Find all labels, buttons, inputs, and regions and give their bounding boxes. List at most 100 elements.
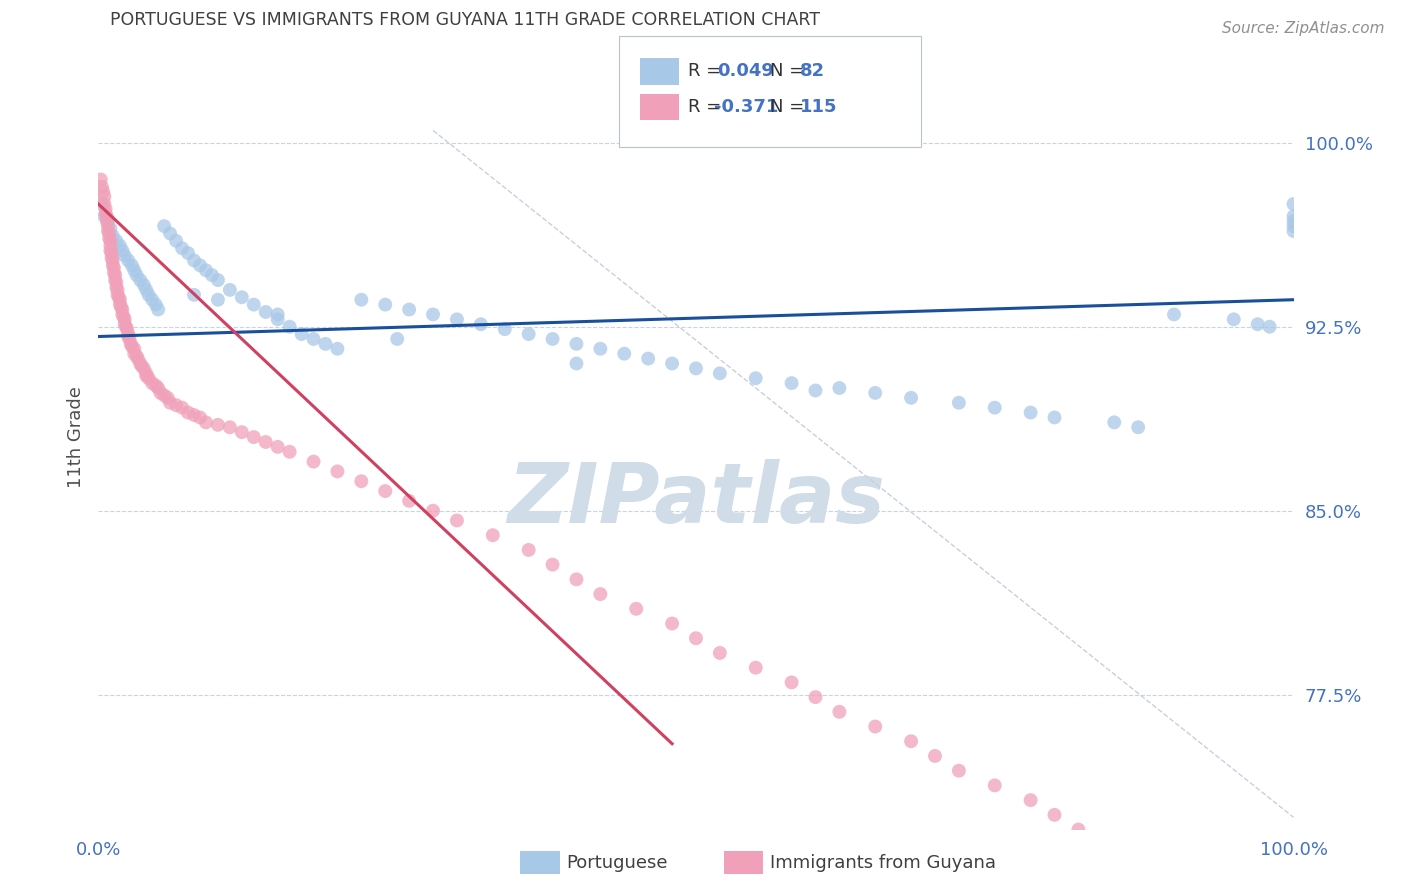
Point <box>117 329 139 343</box>
Point <box>103 266 125 280</box>
Point <box>138 371 160 385</box>
Point <box>135 283 157 297</box>
Point <box>589 342 612 356</box>
Point <box>165 398 187 412</box>
Point <box>124 263 146 277</box>
Point <box>107 283 129 297</box>
Point <box>1282 197 1305 211</box>
Point <box>135 366 157 380</box>
Point <box>118 332 141 346</box>
Point <box>104 273 127 287</box>
Point <box>243 430 266 444</box>
Point <box>124 342 146 356</box>
Point <box>93 197 115 211</box>
Point <box>107 290 129 304</box>
Point <box>177 246 200 260</box>
Point <box>350 293 373 307</box>
Point <box>780 675 803 690</box>
Point <box>1163 307 1185 321</box>
Point <box>97 219 120 233</box>
Point <box>125 268 148 282</box>
Point <box>302 454 325 468</box>
Point <box>278 444 301 458</box>
Point <box>93 189 115 203</box>
Point <box>141 376 163 390</box>
Text: R =: R = <box>688 98 727 116</box>
Point <box>1104 837 1126 851</box>
Point <box>105 280 128 294</box>
Point <box>108 239 131 253</box>
Point <box>267 307 290 321</box>
Point <box>1282 219 1305 233</box>
Point <box>183 287 205 301</box>
Point <box>385 332 409 346</box>
Point <box>517 542 540 557</box>
Point <box>207 417 229 432</box>
Point <box>278 319 301 334</box>
Point <box>111 244 134 258</box>
Point <box>494 322 516 336</box>
Point <box>924 748 946 763</box>
Point <box>98 239 122 253</box>
Point <box>159 227 181 241</box>
Point <box>112 310 135 324</box>
Point <box>865 719 887 733</box>
Point <box>315 336 337 351</box>
Point <box>114 317 136 331</box>
Point <box>104 268 127 282</box>
Point <box>135 368 157 383</box>
Point <box>1128 852 1150 866</box>
Point <box>165 234 187 248</box>
Point <box>121 339 143 353</box>
Point <box>97 214 120 228</box>
Point <box>114 312 136 326</box>
Point <box>98 227 121 241</box>
Point <box>94 207 117 221</box>
Point <box>145 378 167 392</box>
Point <box>1282 224 1305 238</box>
Point <box>96 209 118 223</box>
Point <box>326 342 349 356</box>
Point <box>121 258 143 272</box>
Point <box>1128 420 1150 434</box>
Point <box>101 228 124 243</box>
Point <box>470 317 492 331</box>
Point <box>145 297 167 311</box>
Point <box>96 214 118 228</box>
Point <box>90 172 112 186</box>
Point <box>626 601 648 615</box>
Point <box>188 258 211 272</box>
Point <box>900 391 922 405</box>
Point <box>105 276 128 290</box>
Point <box>125 349 148 363</box>
Text: R =: R = <box>688 62 727 80</box>
Point <box>153 219 176 233</box>
Point <box>129 273 152 287</box>
Point <box>804 384 827 398</box>
Point <box>302 332 325 346</box>
Point <box>446 312 468 326</box>
Point <box>1043 807 1066 822</box>
Point <box>91 179 114 194</box>
Point <box>254 305 277 319</box>
Point <box>98 244 122 258</box>
Point <box>195 415 218 429</box>
Point <box>141 293 163 307</box>
Point <box>948 395 970 409</box>
Point <box>948 764 970 778</box>
Point <box>422 503 444 517</box>
Point <box>149 385 172 400</box>
Text: 0.049: 0.049 <box>717 62 773 80</box>
Point <box>219 283 242 297</box>
Point <box>398 302 420 317</box>
Point <box>900 734 922 748</box>
Point <box>103 260 125 275</box>
Point <box>254 434 277 449</box>
Point <box>637 351 659 366</box>
Point <box>1258 319 1281 334</box>
Point <box>350 474 373 488</box>
Point <box>115 322 138 336</box>
Point <box>291 326 314 341</box>
Point <box>107 287 129 301</box>
Point <box>1247 317 1270 331</box>
